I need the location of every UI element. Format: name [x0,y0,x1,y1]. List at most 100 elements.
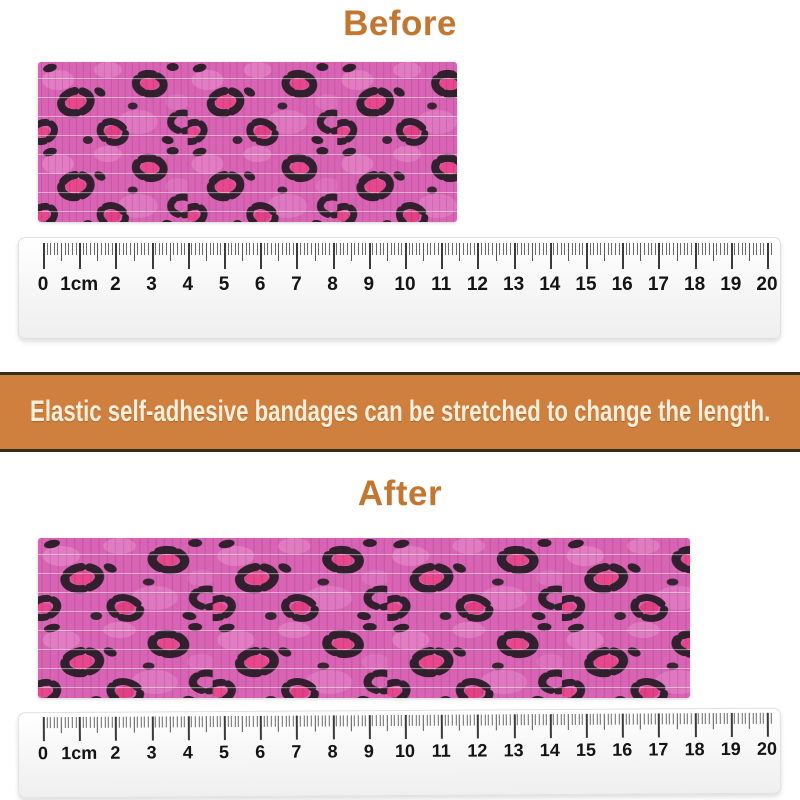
ruler-tick [364,715,367,727]
ruler-tick [270,715,272,727]
ruler-tick [607,243,609,255]
ruler-tick [726,712,729,724]
ruler-tick [111,716,113,728]
ruler-tick [78,716,82,741]
ruler-number: 10 [394,274,416,295]
ruler-tick [665,713,667,725]
ruler-tick [513,243,516,269]
ruler-tick [636,243,638,255]
ruler-tick [650,713,652,725]
ruler-tick [658,713,661,738]
ruler-tick [50,717,52,729]
ruler-tick [455,243,457,255]
ruler-tick [459,243,461,261]
ruler-tick [154,716,157,728]
ruler-tick [140,243,142,255]
ruler-tick [444,243,446,255]
ruler-tick [694,713,697,738]
ruler-tick [527,714,529,726]
ruler-tick [473,243,475,255]
ruler-tick [375,715,377,727]
ruler-tick [752,243,754,255]
ruler-tick [770,712,772,724]
ruler-tick [321,243,323,255]
ruler-tick [267,243,269,255]
ruler-tick [538,243,540,255]
ruler-tick [473,714,475,726]
ruler-tick [274,715,276,727]
ruler-tick [158,716,160,728]
ruler-tick [680,243,682,255]
ruler-tick [401,714,403,726]
ruler-tick [93,243,95,255]
ruler-tick [611,243,613,255]
ruler-tick [107,716,109,728]
ruler-tick [538,714,540,726]
ruler-tick [339,715,341,727]
ruler-tick [604,243,606,261]
ruler-tick [71,243,73,255]
ruler-tick [307,243,309,255]
ruler-tick [517,243,519,255]
ruler-tick [173,716,175,728]
ruler-tick [621,713,625,738]
ruler-tick [231,243,233,255]
ruler-tick [419,243,421,255]
ruler-tick [531,714,533,731]
caption-text: Elastic self-adhesive bandages can be st… [29,395,771,428]
ruler-number: 19 [720,274,742,295]
ruler-tick [53,717,55,729]
ruler-tick [734,712,736,724]
ruler-tick [640,243,642,261]
ruler-tick [535,714,537,726]
ruler-tick [328,715,330,727]
ruler-tick [158,243,160,255]
ruler-tick [737,712,739,724]
ruler-tick [147,243,149,255]
ruler-tick [477,243,480,269]
ruler-tick [690,243,692,255]
ruler-number: 18 [684,274,706,295]
ruler-tick [767,243,769,269]
ruler-tick [433,243,435,255]
ruler-number: 6 [254,274,266,295]
ruler-tick [314,715,316,732]
ruler-tick [625,243,627,255]
ruler-tick [307,715,309,727]
ruler-tick [451,714,453,726]
ruler-tick [412,243,414,255]
ruler-tick [640,713,642,730]
ruler-tick [766,712,769,737]
ruler-tick [133,716,135,733]
ruler-tick [690,713,692,725]
ruler-number: 17 [648,739,669,760]
ruler-tick [430,243,432,255]
ruler-tick [745,243,747,255]
ruler-tick [462,243,464,255]
ruler-tick [661,713,663,725]
ruler-tick [292,715,294,727]
ruler-tick [310,243,312,255]
ruler-tick [115,716,118,741]
ruler-tick [397,243,399,255]
ruler-tick [705,243,707,255]
ruler-tick [596,243,598,255]
ruler-tick [709,243,711,255]
ruler-tick [82,716,84,728]
ruler-tick [386,243,388,261]
ruler-tick [227,716,229,728]
ruler-tick [651,243,653,255]
ruler-tick [633,243,635,255]
ruler-tick [763,712,765,724]
ruler-tick [694,243,697,269]
ruler-number: 20 [756,274,778,295]
ruler-tick [198,716,200,728]
ruler-tick [151,243,154,269]
ruler-tick [61,243,63,261]
ruler-tick [730,712,733,737]
ruler-tick [698,243,700,255]
ruler-tick [86,716,88,728]
ruler-tick [368,243,371,269]
ruler-tick [759,243,761,255]
ruler-tick [763,243,765,255]
